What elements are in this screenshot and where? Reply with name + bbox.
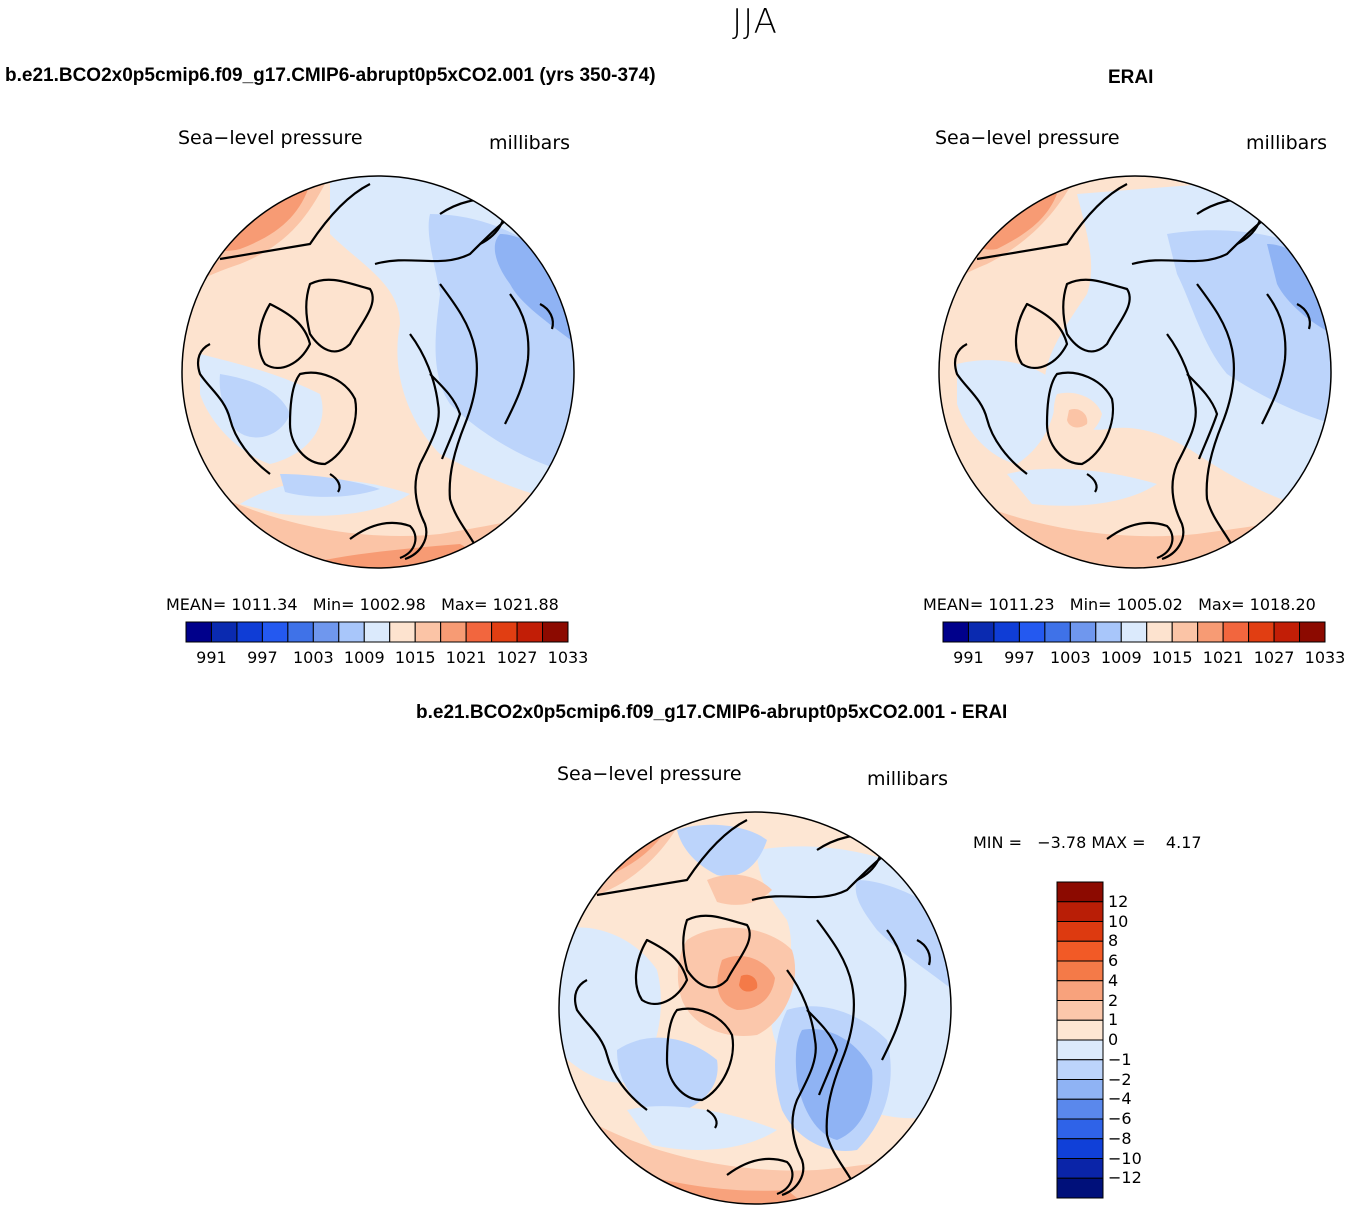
obs-colorbar-ticks: 991 997 1003 1009 1015 1021 1027 1033: [943, 648, 1345, 668]
colorbar-tick-label: 2: [1108, 990, 1119, 1010]
colorbar-swatch: [287, 621, 314, 643]
model-polar-map: [181, 175, 575, 569]
colorbar-tick-label: 1021: [445, 648, 487, 667]
colorbar-swatch: [1056, 1158, 1104, 1179]
colorbar-swatch: [491, 621, 518, 643]
season-title: JJA: [732, 2, 778, 42]
colorbar-swatch: [1056, 1019, 1104, 1041]
colorbar-tick-label: 1015: [1151, 648, 1193, 667]
colorbar-swatch: [1056, 1000, 1104, 1021]
colorbar-swatch: [1222, 621, 1250, 643]
colorbar-tick-label: 1003: [1049, 648, 1091, 667]
colorbar-swatch: [967, 621, 995, 643]
colorbar-swatch: [1095, 621, 1122, 643]
colorbar-swatch: [338, 621, 365, 643]
colorbar-swatch: [1056, 1177, 1104, 1199]
colorbar-swatch: [1056, 921, 1104, 942]
colorbar-tick-label: 10: [1108, 911, 1129, 931]
colorbar-swatch: [1044, 621, 1071, 643]
colorbar-swatch: [1056, 901, 1104, 922]
colorbar-swatch: [1197, 621, 1224, 643]
colorbar-swatch: [465, 621, 493, 643]
model-colorbar-ticks: 991 997 1003 1009 1015 1021 1027 1033: [186, 648, 588, 668]
colorbar-swatch: [1056, 1079, 1104, 1100]
colorbar-tick-label: 997: [1004, 648, 1035, 667]
model-colorbar: [185, 621, 569, 643]
colorbar-swatch: [1056, 980, 1104, 1001]
colorbar-swatch: [414, 621, 442, 643]
diff-panel-title: b.e21.BCO2x0p5cmip6.f09_g17.CMIP6-abrupt…: [416, 702, 1008, 723]
colorbar-tick-label: 1033: [1304, 648, 1346, 667]
diff-stats: MIN = −3.78 MAX = 4.17: [973, 833, 1202, 852]
colorbar-swatch: [516, 621, 544, 643]
colorbar-swatch: [1056, 1098, 1104, 1120]
colorbar-swatch: [993, 621, 1020, 643]
colorbar-swatch: [1171, 621, 1199, 643]
colorbar-tick-label: 1027: [1253, 648, 1295, 667]
colorbar-tick-label: −12: [1108, 1168, 1142, 1188]
colorbar-swatch: [236, 621, 263, 643]
colorbar-swatch: [1056, 940, 1104, 962]
obs-polar-map: [938, 175, 1332, 569]
colorbar-swatch: [1120, 621, 1148, 643]
colorbar-tick-label: 0: [1108, 1030, 1119, 1049]
colorbar-swatch: [1273, 621, 1301, 643]
colorbar-tick-label: −8: [1108, 1128, 1132, 1148]
obs-variable-label: Sea−level pressure: [935, 127, 1120, 149]
colorbar-tick-label: −1: [1108, 1049, 1132, 1069]
obs-colorbar: [942, 621, 1326, 643]
colorbar-tick-label: 12: [1108, 891, 1129, 911]
colorbar-swatch: [210, 621, 238, 643]
colorbar-swatch: [1248, 621, 1275, 643]
colorbar-tick-label: −6: [1108, 1109, 1132, 1128]
model-stats: MEAN= 1011.34 Min= 1002.98 Max= 1021.88: [166, 595, 559, 614]
colorbar-tick-label: −4: [1108, 1089, 1132, 1109]
colorbar-tick-label: 1009: [343, 648, 385, 667]
colorbar-swatch: [1146, 621, 1173, 643]
colorbar-swatch: [185, 621, 212, 643]
colorbar-tick-label: 1003: [292, 648, 334, 667]
colorbar-swatch: [389, 621, 416, 643]
colorbar-tick-label: 997: [247, 648, 278, 667]
colorbar-swatch: [1056, 1059, 1104, 1080]
colorbar-swatch: [1299, 621, 1326, 643]
colorbar-tick-label: 1009: [1100, 648, 1142, 667]
model-variable-label: Sea−level pressure: [178, 127, 363, 149]
colorbar-tick-label: 8: [1108, 931, 1119, 951]
colorbar-tick-label: 1015: [394, 648, 436, 667]
colorbar-tick-label: 991: [196, 648, 227, 667]
diff-polar-map: [558, 811, 952, 1205]
model-panel-title: b.e21.BCO2x0p5cmip6.f09_g17.CMIP6-abrupt…: [5, 65, 656, 86]
colorbar-tick-label: 4: [1108, 970, 1119, 990]
model-units-label: millibars: [489, 132, 571, 154]
colorbar-swatch: [1056, 1039, 1104, 1061]
colorbar-tick-label: 1: [1108, 1010, 1119, 1030]
colorbar-swatch: [440, 621, 467, 643]
colorbar-swatch: [1056, 1138, 1104, 1159]
diff-variable-label: Sea−level pressure: [557, 763, 742, 785]
colorbar-swatch: [1056, 881, 1104, 903]
colorbar-swatch: [1018, 621, 1046, 643]
diff-units-label: millibars: [867, 768, 949, 790]
colorbar-tick-label: −10: [1108, 1148, 1142, 1168]
colorbar-tick-label: 1021: [1202, 648, 1244, 667]
diff-colorbar: [1056, 881, 1104, 1199]
obs-panel-title: ERAI: [1108, 67, 1154, 88]
colorbar-tick-label: 991: [953, 648, 984, 667]
colorbar-swatch: [312, 621, 340, 643]
obs-stats: MEAN= 1011.23 Min= 1005.02 Max= 1018.20: [923, 595, 1316, 614]
colorbar-swatch: [942, 621, 969, 643]
colorbar-tick-label: 1027: [496, 648, 538, 667]
colorbar-tick-label: 1033: [547, 648, 589, 667]
colorbar-tick-label: −2: [1108, 1069, 1132, 1089]
diff-colorbar-ticks: 12 10 8 6 4 2 1 0 −1 −2 −4 −6 −8 −10 −12: [1108, 882, 1168, 1198]
colorbar-swatch: [1056, 960, 1104, 982]
obs-units-label: millibars: [1246, 132, 1328, 154]
colorbar-swatch: [542, 621, 569, 643]
colorbar-swatch: [1069, 621, 1097, 643]
colorbar-swatch: [363, 621, 391, 643]
colorbar-swatch: [261, 621, 289, 643]
colorbar-swatch: [1056, 1118, 1104, 1140]
colorbar-tick-label: 6: [1108, 951, 1119, 970]
